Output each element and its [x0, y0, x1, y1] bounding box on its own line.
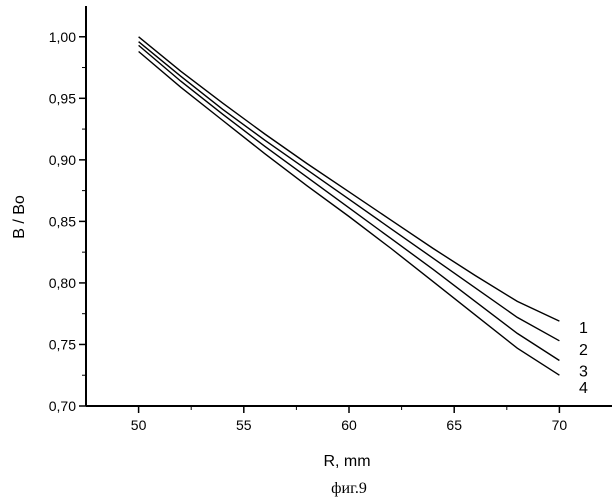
x-tick-label: 55 [236, 417, 252, 433]
figure-caption: фиг.9 [331, 480, 367, 497]
x-tick-label: 65 [446, 417, 462, 433]
x-tick-label: 60 [341, 417, 357, 433]
axes [86, 6, 612, 406]
series-label-4: 4 [579, 380, 588, 397]
y-tick-label: 0,70 [49, 398, 76, 414]
y-tick-label: 0,90 [49, 152, 76, 168]
series-lines [139, 37, 560, 375]
series-line-1 [139, 37, 560, 321]
y-tick-label: 0,75 [49, 336, 76, 352]
y-tick-label: 0,85 [49, 213, 76, 229]
x-tick-label: 50 [131, 417, 147, 433]
series-label-1: 1 [579, 320, 588, 337]
y-tick-label: 0,80 [49, 275, 76, 291]
series-label-3: 3 [579, 363, 588, 380]
x-axis-label: R, mm [323, 453, 370, 470]
series-line-4 [139, 52, 560, 376]
ticks: 50 55 60 65 70 0,70 0,75 0,80 0,85 0,90 0,95 1,00 [49, 29, 568, 433]
series-label-2: 2 [579, 342, 588, 359]
x-tick-label: 70 [552, 417, 568, 433]
series-labels: 1 2 34 [579, 320, 588, 397]
y-tick-label: 1,00 [49, 29, 76, 45]
y-tick-label: 0,95 [49, 90, 76, 106]
y-axis-label: B / Bo [11, 195, 28, 239]
